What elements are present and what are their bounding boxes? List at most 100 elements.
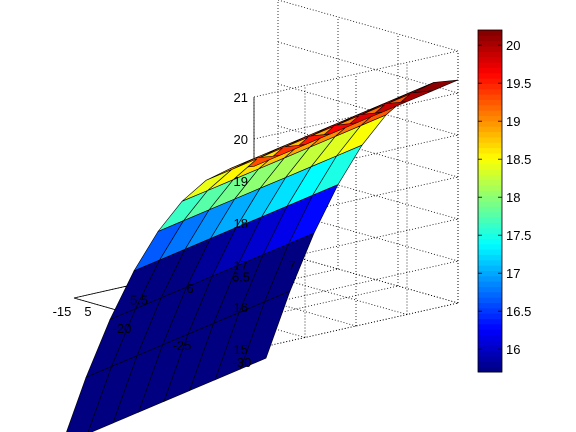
surface-patch xyxy=(66,366,113,432)
y-tick-label: 7 xyxy=(288,258,295,273)
colorbar-band xyxy=(478,99,502,106)
gridline-z xyxy=(253,176,459,224)
z-tick-label: 16 xyxy=(234,300,248,315)
colorbar-band xyxy=(478,238,502,245)
gridline-y xyxy=(277,251,459,304)
colorbar-band xyxy=(478,51,502,58)
colorbar-band xyxy=(478,270,502,277)
surface xyxy=(66,79,459,432)
colorbar-band xyxy=(478,126,502,133)
colorbar-tick-label: 16 xyxy=(506,342,520,357)
colorbar-tick-label: 18 xyxy=(506,190,520,205)
colorbar-band xyxy=(478,174,502,181)
colorbar-band xyxy=(478,222,502,229)
colorbar-band xyxy=(478,104,502,111)
colorbar-band xyxy=(478,259,502,266)
colorbar-tick-label: 19.5 xyxy=(506,76,531,91)
colorbar-band xyxy=(478,94,502,100)
colorbar-band xyxy=(478,40,502,47)
gridline-z xyxy=(253,50,459,98)
colorbar-band xyxy=(478,355,502,362)
colorbar-band xyxy=(478,275,502,282)
colorbar-band xyxy=(478,168,502,175)
colorbar-band xyxy=(478,254,502,261)
colorbar-band xyxy=(478,201,502,207)
colorbar-band xyxy=(478,302,502,309)
y-tick-label: 5 xyxy=(84,304,91,319)
gridline-z xyxy=(277,209,459,262)
gridline-z xyxy=(277,0,459,52)
colorbar-band xyxy=(478,35,502,42)
axis-ticks: 15 16 17 18 19 20 21 -30 -25 -20 -15 5 5.5 6 6.5 7 xyxy=(53,90,296,370)
colorbar-band xyxy=(478,307,502,314)
colorbar-band xyxy=(478,163,502,170)
colorbar-band xyxy=(478,115,502,122)
colorbar-tick-label: 20 xyxy=(506,38,520,53)
colorbar-band xyxy=(478,350,502,357)
z-tick-label: 17 xyxy=(234,258,248,273)
colorbar-band xyxy=(478,249,502,255)
gridline-x xyxy=(253,302,459,350)
colorbar-band xyxy=(478,46,502,52)
z-tick-label: 20 xyxy=(234,132,248,147)
colorbar-tick-label: 17.5 xyxy=(506,228,531,243)
colorbar-band xyxy=(478,345,502,352)
gridline-z xyxy=(253,260,459,308)
gridline-z xyxy=(253,92,459,140)
colorbar-band xyxy=(478,147,502,154)
colorbar-band xyxy=(478,211,502,218)
colorbar-band xyxy=(478,131,502,138)
colorbar-tick-label: 19 xyxy=(506,114,520,129)
gridline-z xyxy=(253,218,459,266)
y-tick-label: 6.5 xyxy=(232,270,250,285)
colorbar-band xyxy=(478,329,502,336)
colorbar-band xyxy=(478,78,502,84)
x-tick-label: -25 xyxy=(173,338,192,353)
colorbar-tick-label: 17 xyxy=(506,266,520,281)
colorbar-band xyxy=(478,83,502,90)
colorbar-band xyxy=(478,136,502,143)
colorbar-band xyxy=(478,243,502,250)
z-tick-label: 18 xyxy=(234,216,248,231)
colorbar-band xyxy=(478,152,502,159)
colorbar-band xyxy=(478,158,502,165)
colorbar-band xyxy=(478,206,502,213)
colorbar-band xyxy=(478,62,502,68)
colorbar-band xyxy=(478,67,502,74)
colorbar-band xyxy=(478,72,502,79)
gridline-z xyxy=(277,167,459,220)
colorbar-band xyxy=(478,339,502,346)
colorbar-band xyxy=(478,88,502,95)
colorbar-band xyxy=(478,313,502,320)
colorbar-band xyxy=(478,281,502,287)
z-tick-label: 21 xyxy=(234,90,248,105)
z-tick-label: 19 xyxy=(234,174,248,189)
colorbar-band xyxy=(478,195,502,202)
colorbar-band xyxy=(478,120,502,127)
x-tick-label: -20 xyxy=(113,321,132,336)
colorbar-band xyxy=(478,233,502,239)
colorbar-band xyxy=(478,291,502,298)
colorbar-band xyxy=(478,56,502,63)
colorbar: 16 16.5 17 17.5 18 18.5 19 19.5 20 xyxy=(477,29,531,373)
z-tick-label: 15 xyxy=(234,342,248,357)
colorbar-band xyxy=(478,30,502,36)
colorbar-band xyxy=(478,110,502,116)
colorbar-band xyxy=(478,318,502,325)
colorbar-band xyxy=(478,217,502,223)
x-tick-label: -15 xyxy=(53,304,72,319)
y-tick-label: 5.5 xyxy=(130,293,148,308)
colorbar-band xyxy=(478,227,502,234)
gridline-z xyxy=(277,125,459,178)
colorbar-band xyxy=(478,265,502,271)
colorbar-band xyxy=(478,190,502,197)
gridline-y xyxy=(226,263,408,315)
y-tick-label: 6 xyxy=(186,281,193,296)
colorbar-band xyxy=(478,334,502,341)
colorbar-band xyxy=(478,361,502,368)
gridline-z xyxy=(253,134,459,182)
colorbar-frame xyxy=(477,29,503,373)
gridline-x xyxy=(193,285,399,333)
